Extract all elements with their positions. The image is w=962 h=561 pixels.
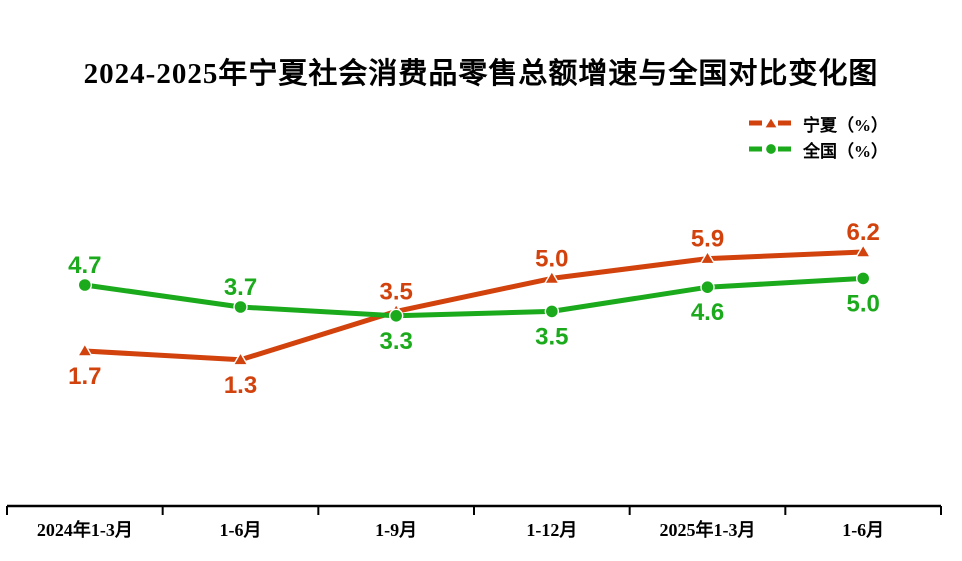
legend-label-ningxia: 宁夏（%）	[803, 115, 888, 135]
circle-marker-icon	[544, 304, 560, 319]
triangle-marker-icon	[699, 250, 716, 265]
legend-label-national: 全国（%）	[803, 141, 888, 161]
circle-marker-icon	[388, 308, 404, 323]
circle-marker-icon	[764, 142, 778, 156]
legend-line-national-icon	[749, 142, 793, 156]
x-axis-label: 2024年1-3月	[36, 520, 133, 540]
x-axis-label: 1-6月	[842, 520, 885, 540]
data-label: 1.3	[224, 372, 257, 399]
triangle-marker-icon	[763, 116, 779, 129]
data-label: 3.3	[379, 328, 412, 355]
triangle-marker-icon	[543, 270, 561, 285]
x-axis-labels: 2024年1-3月 1-6月 1-9月 1-12月 2025年1-3月 1-6月	[7, 516, 941, 542]
data-label: 6.2	[846, 219, 879, 246]
chart-title: 2024-2025年宁夏社会消费品零售总额增速与全国对比变化图	[83, 58, 879, 90]
circle-marker-icon	[77, 277, 93, 293]
data-label: 5.9	[691, 226, 724, 253]
circle-marker-icon	[233, 299, 248, 315]
data-label: 3.5	[379, 278, 412, 305]
series-line-0	[82, 249, 866, 363]
x-axis-label: 2025年1-3月	[659, 520, 756, 540]
data-label: 1.7	[68, 363, 101, 390]
data-label: 3.7	[224, 274, 257, 301]
circle-marker-icon	[700, 280, 715, 295]
triangle-marker-icon	[76, 342, 94, 357]
legend: 宁夏（%） 全国（%）	[748, 111, 888, 161]
data-label: 3.5	[535, 323, 568, 350]
legend-item-national: 全国（%）	[748, 137, 888, 161]
x-axis-label: 1-9月	[375, 520, 418, 540]
legend-line-ningxia-icon	[749, 116, 793, 129]
triangle-marker-icon	[854, 243, 872, 258]
legend-item-ningxia: 宁夏（%）	[748, 111, 888, 135]
triangle-marker-icon	[232, 351, 249, 366]
circle-marker-icon	[855, 271, 871, 286]
data-label: 4.7	[68, 252, 101, 279]
x-axis-label: 1-6月	[219, 520, 262, 540]
x-axis-label: 1-12月	[526, 520, 578, 540]
data-label: 5.0	[535, 245, 568, 272]
data-label: 5.0	[846, 290, 879, 317]
series-line-1	[82, 275, 866, 319]
data-label: 4.6	[691, 299, 724, 326]
